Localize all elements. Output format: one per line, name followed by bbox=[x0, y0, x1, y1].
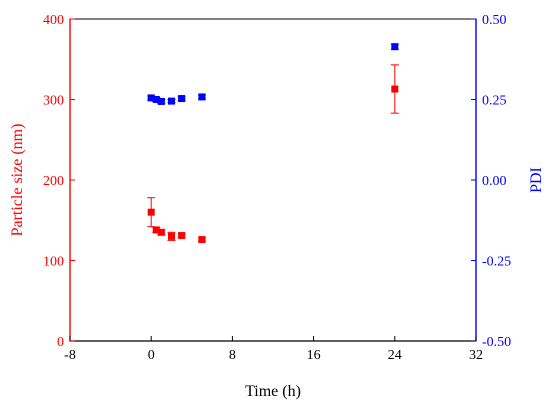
data-point bbox=[391, 85, 399, 93]
data-point bbox=[178, 95, 186, 103]
data-point bbox=[168, 232, 175, 240]
y-right-tick-label: 0.25 bbox=[482, 94, 507, 109]
plot-area bbox=[69, 18, 477, 342]
data-point bbox=[391, 43, 399, 51]
x-axis: -8 0 8 16 24 32 bbox=[64, 336, 483, 363]
y-right-tick-label: -0.25 bbox=[482, 255, 511, 270]
y-left-tick-label: 100 bbox=[43, 255, 64, 270]
series-left bbox=[147, 64, 399, 244]
data-point bbox=[157, 97, 165, 105]
y-left-tick-label: 200 bbox=[43, 174, 64, 189]
x-axis-label: Time (h) bbox=[245, 383, 301, 400]
data-point bbox=[147, 94, 155, 102]
series-right bbox=[147, 43, 399, 105]
series-layer bbox=[147, 43, 399, 244]
y-left-tick-label: 0 bbox=[57, 335, 64, 350]
y-axis-left: 0 100 200 300 400 bbox=[43, 13, 75, 350]
y-axis-right: -0.50 -0.25 0.00 0.25 0.50 bbox=[471, 13, 511, 350]
data-point bbox=[157, 228, 165, 236]
y-right-tick-label: 0.00 bbox=[482, 174, 507, 189]
data-point bbox=[147, 208, 155, 216]
x-tick-label: 0 bbox=[148, 348, 155, 363]
y-right-tick-label: -0.50 bbox=[482, 335, 511, 350]
y-left-tick-label: 400 bbox=[43, 13, 64, 28]
plot-frame bbox=[69, 18, 477, 342]
data-point bbox=[168, 97, 175, 105]
data-point bbox=[198, 93, 206, 101]
data-point bbox=[178, 232, 186, 240]
x-tick-label: 16 bbox=[307, 348, 321, 363]
x-tick-label: 8 bbox=[229, 348, 236, 363]
x-tick-label: -8 bbox=[64, 348, 76, 363]
data-point bbox=[152, 226, 160, 234]
y-left-tick-label: 300 bbox=[43, 94, 64, 109]
y-axis-left-label: Particle size (nm) bbox=[9, 124, 26, 237]
data-point bbox=[198, 236, 206, 244]
y-axis-right-label: PDI bbox=[528, 167, 545, 193]
x-tick-label: 24 bbox=[388, 348, 402, 363]
x-tick-label: 32 bbox=[469, 348, 483, 363]
data-point bbox=[152, 96, 160, 103]
y-right-tick-label: 0.50 bbox=[482, 13, 507, 28]
